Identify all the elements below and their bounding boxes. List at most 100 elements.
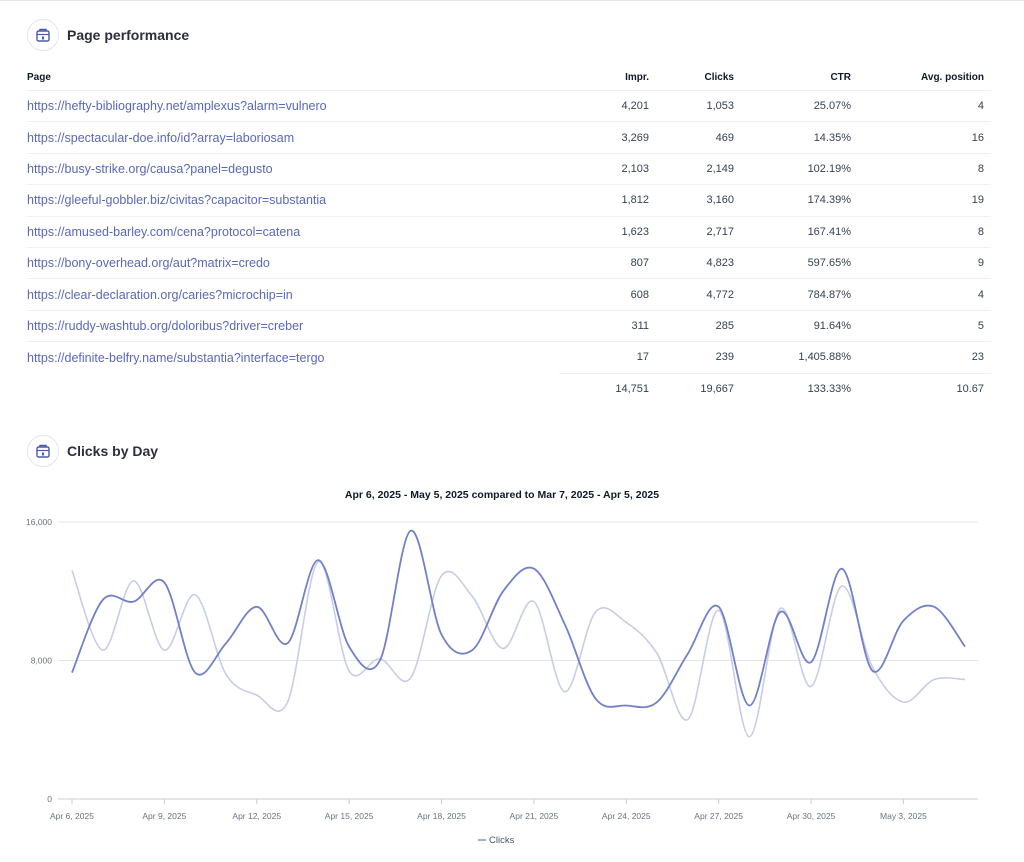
performance-header: Page performance (27, 19, 189, 51)
ctr-cell: 25.07% (741, 89, 858, 122)
clicks-cell: 239 (656, 341, 741, 374)
x-tick-label: Apr 9, 2025 (142, 811, 186, 821)
impressions-cell: 17 (559, 341, 656, 374)
y-tick-label: 8,000 (31, 656, 53, 666)
page-link-cell: https://amused-barley.com/cena?protocol=… (27, 215, 559, 248)
page-link-cell: https://gleeful-gobbler.biz/civitas?capa… (27, 184, 559, 217)
column-header-ctr[interactable]: CTR (830, 71, 851, 83)
x-tick-label: Apr 21, 2025 (510, 811, 559, 821)
clicks-chart: Apr 6, 2025 - May 5, 2025 compared to Ma… (0, 480, 1024, 857)
page-link[interactable]: https://gleeful-gobbler.biz/civitas?capa… (27, 193, 327, 208)
avg-position-cell: 9 (858, 246, 991, 279)
avg-position-cell: 16 (858, 121, 991, 154)
table-row: https://ruddy-washtub.org/doloribus?driv… (27, 309, 991, 342)
clicks-cell: 3,160 (656, 184, 741, 217)
ctr-cell: 784.87% (741, 278, 858, 311)
column-header-clicks[interactable]: Clicks (704, 71, 734, 83)
top-divider (0, 0, 1024, 1)
clicks-cell: 4,823 (656, 246, 741, 279)
avg-position-cell: 4 (858, 278, 991, 311)
table-row: https://gleeful-gobbler.biz/civitas?capa… (27, 184, 991, 217)
x-tick-label: Apr 6, 2025 (50, 811, 94, 821)
avg-position-cell: 19 (858, 184, 991, 217)
avg-position-cell: 8 (858, 215, 991, 248)
avg-position-cell: 23 (858, 341, 991, 374)
table-header-row: Page Impr. Clicks CTR Avg. position (27, 64, 991, 91)
page-link-cell: https://clear-declaration.org/caries?mic… (27, 278, 559, 311)
y-tick-label: 16,000 (26, 517, 52, 527)
x-tick-label: Apr 27, 2025 (694, 811, 743, 821)
total-impressions: 14,751 (559, 372, 656, 404)
page-link[interactable]: https://bony-overhead.org/aut?matrix=cre… (27, 256, 270, 271)
total-avg-position: 10.67 (858, 372, 991, 404)
impressions-cell: 2,103 (559, 152, 656, 185)
avg-position-cell: 4 (858, 89, 991, 122)
table-row: https://busy-strike.org/causa?panel=degu… (27, 152, 991, 185)
performance-table: Page Impr. Clicks CTR Avg. position http… (27, 64, 991, 404)
table-row: https://clear-declaration.org/caries?mic… (27, 278, 991, 311)
series-line-clicks[interactable] (71, 529, 966, 709)
x-tick-label: May 3, 2025 (880, 811, 927, 821)
page-link-cell: https://spectacular-doe.info/id?array=la… (27, 121, 559, 154)
page-link[interactable]: https://definite-belfry.name/substantia?… (27, 350, 325, 365)
column-header-page[interactable]: Page (27, 71, 51, 83)
impressions-cell: 807 (559, 246, 656, 279)
clicks-chart-svg: Apr 6, 2025 - May 5, 2025 compared to Ma… (26, 489, 978, 846)
chart-title: Apr 6, 2025 - May 5, 2025 compared to Ma… (345, 489, 659, 501)
page-link[interactable]: https://busy-strike.org/causa?panel=degu… (27, 161, 273, 176)
page-link[interactable]: https://spectacular-doe.info/id?array=la… (27, 130, 295, 145)
impressions-cell: 4,201 (559, 89, 656, 122)
clicks-cell: 2,717 (656, 215, 741, 248)
clicks-cell: 469 (656, 121, 741, 154)
ctr-cell: 167.41% (741, 215, 858, 248)
total-clicks: 19,667 (656, 372, 741, 404)
clicks-cell: 285 (656, 309, 741, 342)
total-ctr: 133.33% (741, 372, 858, 404)
impressions-cell: 1,812 (559, 184, 656, 217)
column-header-avg-position[interactable]: Avg. position (921, 71, 984, 83)
column-header-impressions[interactable]: Impr. (625, 71, 649, 83)
impressions-cell: 3,269 (559, 121, 656, 154)
page-link-cell: https://ruddy-washtub.org/doloribus?driv… (27, 309, 559, 342)
avg-position-cell: 5 (858, 309, 991, 342)
x-tick-label: Apr 30, 2025 (787, 811, 836, 821)
page-link-cell: https://busy-strike.org/causa?panel=degu… (27, 152, 559, 185)
page-link-cell: https://definite-belfry.name/substantia?… (27, 341, 559, 374)
page-link[interactable]: https://clear-declaration.org/caries?mic… (27, 287, 293, 302)
impressions-cell: 311 (559, 309, 656, 342)
page-icon (27, 19, 59, 51)
page-link[interactable]: https://ruddy-washtub.org/doloribus?driv… (27, 318, 304, 333)
impressions-cell: 608 (559, 278, 656, 311)
table-row: https://amused-barley.com/cena?protocol=… (27, 215, 991, 248)
page-link-cell: https://bony-overhead.org/aut?matrix=cre… (27, 246, 559, 279)
page-link-cell: https://hefty-bibliography.net/amplexus?… (27, 89, 559, 122)
impressions-cell: 1,623 (559, 215, 656, 248)
table-row: https://definite-belfry.name/substantia?… (27, 341, 991, 374)
x-tick-label: Apr 18, 2025 (417, 811, 466, 821)
clicks-cell: 2,149 (656, 152, 741, 185)
series-line-previous-period[interactable] (71, 560, 966, 738)
ctr-cell: 91.64% (741, 309, 858, 342)
legend-label-clicks[interactable]: Clicks (489, 835, 515, 846)
table-row: https://spectacular-doe.info/id?array=la… (27, 121, 991, 154)
clicks-by-day-title: Clicks by Day (67, 443, 159, 459)
page-link[interactable]: https://amused-barley.com/cena?protocol=… (27, 224, 301, 239)
clicks-by-day-header: Clicks by Day (27, 435, 158, 467)
ctr-cell: 597.65% (741, 246, 858, 279)
totals-row: 14,751 19,667 133.33% 10.67 (27, 372, 991, 404)
performance-title: Page performance (67, 27, 190, 43)
clicks-cell: 1,053 (656, 89, 741, 122)
x-tick-label: Apr 12, 2025 (232, 811, 281, 821)
ctr-cell: 174.39% (741, 184, 858, 217)
x-tick-label: Apr 15, 2025 (325, 811, 374, 821)
ctr-cell: 14.35% (741, 121, 858, 154)
ctr-cell: 102.19% (741, 152, 858, 185)
table-row: https://bony-overhead.org/aut?matrix=cre… (27, 246, 991, 279)
totals-label-cell (27, 373, 559, 404)
table-row: https://hefty-bibliography.net/amplexus?… (27, 89, 991, 122)
page-link[interactable]: https://hefty-bibliography.net/amplexus?… (27, 99, 327, 114)
y-tick-label: 0 (47, 794, 52, 804)
avg-position-cell: 8 (858, 152, 991, 185)
ctr-cell: 1,405.88% (741, 341, 858, 374)
clicks-cell: 4,772 (656, 278, 741, 311)
